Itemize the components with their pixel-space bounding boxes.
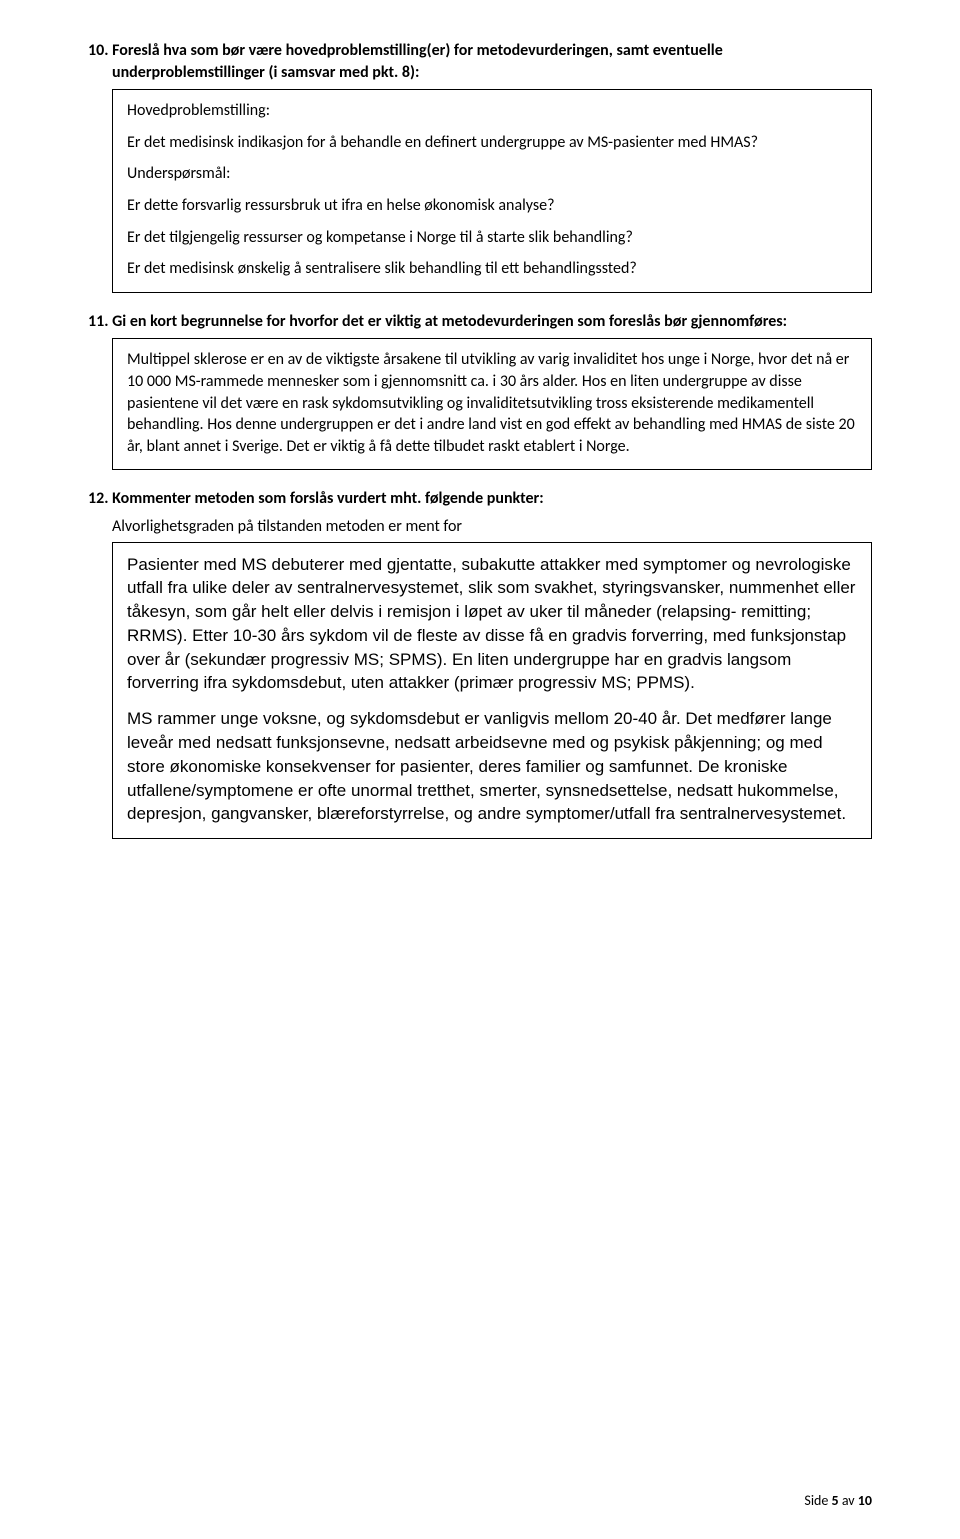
q11-p1: Multippel sklerose er en av de viktigste… bbox=[127, 349, 857, 457]
q10-p1: Hovedproblemstilling: bbox=[127, 100, 857, 122]
footer-mid: av bbox=[839, 1492, 858, 1509]
q10-p5: Er det tilgjengelig ressurser og kompeta… bbox=[127, 227, 857, 249]
q10-p2: Er det medisinsk indikasjon for å behand… bbox=[127, 132, 857, 154]
q12-sub: Alvorlighetsgraden på tilstanden metoden… bbox=[112, 516, 872, 538]
q12-box: Pasienter med MS debuterer med gjentatte… bbox=[112, 542, 872, 840]
q10-p4: Er dette forsvarlig ressursbruk ut ifra … bbox=[127, 195, 857, 217]
footer-total: 10 bbox=[858, 1492, 872, 1509]
q10-p6: Er det medisinsk ønskelig å sentralisere… bbox=[127, 258, 857, 280]
footer-page: 5 bbox=[832, 1492, 839, 1509]
q11-box: Multippel sklerose er en av de viktigste… bbox=[112, 338, 872, 470]
q12-p2: MS rammer unge voksne, og sykdomsdebut e… bbox=[127, 707, 857, 826]
q10-box: Hovedproblemstilling: Er det medisinsk i… bbox=[112, 89, 872, 293]
q12-p1: Pasienter med MS debuterer med gjentatte… bbox=[127, 553, 857, 696]
q10-p3: Underspørsmål: bbox=[127, 163, 857, 185]
q11-heading: 11. Gi en kort begrunnelse for hvorfor d… bbox=[88, 311, 872, 333]
page-footer: Side 5 av 10 bbox=[804, 1492, 872, 1509]
footer-prefix: Side bbox=[804, 1492, 831, 1509]
q12-heading: 12. Kommenter metoden som forslås vurder… bbox=[88, 488, 872, 510]
q10-heading: 10. Foreslå hva som bør være hovedproble… bbox=[88, 40, 872, 83]
